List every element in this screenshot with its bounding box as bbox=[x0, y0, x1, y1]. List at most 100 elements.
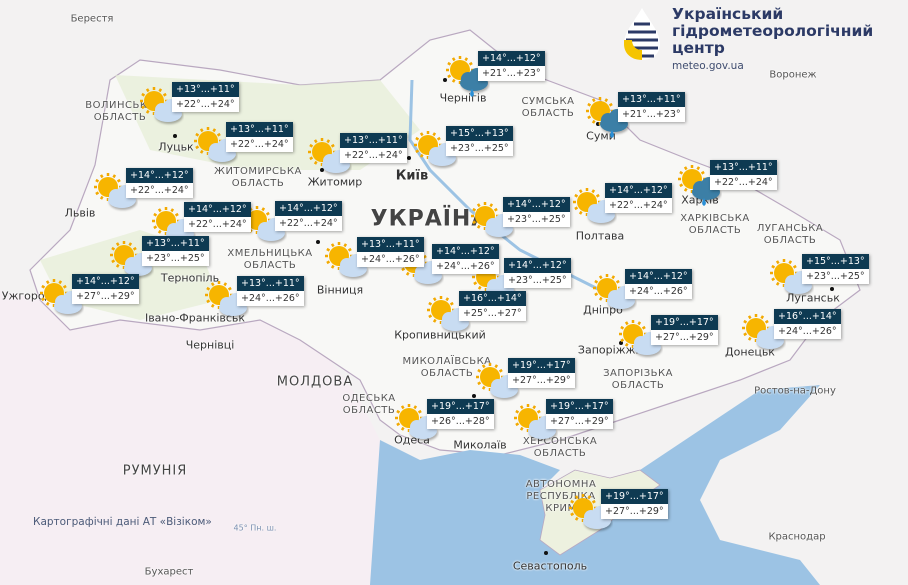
night-temperature: +14°...+12° bbox=[504, 258, 571, 273]
night-temperature: +13°...+11° bbox=[710, 160, 777, 175]
night-temperature: +15°...+13° bbox=[446, 126, 513, 141]
city-marker bbox=[472, 394, 476, 398]
night-temperature: +19°...+17° bbox=[546, 399, 613, 414]
night-temperature: +16°...+14° bbox=[774, 309, 841, 324]
sun-cloud-icon bbox=[425, 295, 471, 339]
place-label: ОДЕСЬКА ОБЛАСТЬ bbox=[342, 393, 396, 416]
raindrop-icon bbox=[470, 89, 474, 97]
place-label: Ужгород bbox=[1, 289, 53, 303]
night-temperature: +14°...+12° bbox=[432, 244, 499, 259]
place-label: ХАРКІВСЬКА ОБЛАСТЬ bbox=[680, 213, 750, 236]
night-temperature: +19°...+17° bbox=[651, 315, 718, 330]
day-temperature: +22°...+24° bbox=[172, 97, 239, 112]
night-temperature: +14°...+12° bbox=[503, 197, 570, 212]
place-label: МИКОЛАЇВСЬКА ОБЛАСТЬ bbox=[402, 356, 492, 379]
night-temperature: +19°...+17° bbox=[601, 489, 668, 504]
day-temperature: +25°...+27° bbox=[459, 306, 526, 321]
forecast-label: +19°...+17° +27°...+29° bbox=[651, 315, 718, 345]
day-temperature: +27°...+29° bbox=[508, 373, 575, 388]
city-marker bbox=[316, 240, 320, 244]
forecast-label: +19°...+17° +26°...+28° bbox=[427, 399, 494, 429]
map-credit: Картографічні дані АТ «Візіком» bbox=[33, 516, 212, 528]
place-label: Полтава bbox=[575, 229, 625, 243]
night-temperature: +13°...+11° bbox=[172, 82, 239, 97]
place-label: ЗАПОРІЗЬКА ОБЛАСТЬ bbox=[603, 368, 673, 391]
forecast-label: +13°...+11° +22°...+24° bbox=[172, 82, 239, 112]
org-name-line-3: центр bbox=[672, 39, 725, 57]
org-name-line-2: гідрометеорологічний bbox=[672, 22, 874, 40]
place-label: Ростов-на-Дону bbox=[754, 385, 836, 397]
forecast-label: +19°...+17° +27°...+29° bbox=[546, 399, 613, 429]
ukrhydrometcenter-logo[interactable]: Український гідрометеорологічний центр m… bbox=[620, 6, 908, 72]
day-temperature: +22°...+24° bbox=[710, 175, 777, 190]
night-temperature: +13°...+11° bbox=[226, 122, 293, 137]
city-marker bbox=[830, 287, 834, 291]
day-temperature: +23°...+25° bbox=[446, 141, 513, 156]
black-sea bbox=[370, 385, 820, 585]
forecast-label: +14°...+12° +22°...+24° bbox=[184, 202, 251, 232]
place-label: МОЛДОВА bbox=[276, 374, 354, 390]
city-marker bbox=[407, 156, 411, 160]
place-label: Миколаїв bbox=[453, 438, 507, 452]
place-label: 45° Пн. ш. bbox=[233, 523, 277, 533]
night-temperature: +14°...+12° bbox=[478, 51, 545, 66]
day-temperature: +26°...+28° bbox=[427, 414, 494, 429]
day-temperature: +27°...+29° bbox=[546, 414, 613, 429]
day-temperature: +24°...+26° bbox=[357, 252, 424, 267]
day-temperature: +22°...+24° bbox=[226, 137, 293, 152]
place-label: Луцьк bbox=[158, 140, 194, 154]
place-label: Кропивницький bbox=[394, 328, 486, 342]
forecast-label: +13°...+11° +22°...+24° bbox=[710, 160, 777, 190]
city-marker bbox=[443, 78, 447, 82]
day-temperature: +27°...+29° bbox=[72, 289, 139, 304]
forecast-label: +13°...+11° +22°...+24° bbox=[226, 122, 293, 152]
night-temperature: +13°...+11° bbox=[142, 236, 209, 251]
forecast-label: +15°...+13° +23°...+25° bbox=[802, 254, 869, 284]
city-marker bbox=[320, 168, 324, 172]
place-label: ХЕРСОНСЬКА ОБЛАСТЬ bbox=[522, 436, 598, 459]
place-label: СУМСЬКА ОБЛАСТЬ bbox=[521, 96, 575, 119]
logo-drop-icon bbox=[624, 8, 660, 60]
night-temperature: +15°...+13° bbox=[802, 254, 869, 269]
night-temperature: +13°...+11° bbox=[237, 276, 304, 291]
day-temperature: +22°...+24° bbox=[340, 148, 407, 163]
place-label: Чернігів bbox=[439, 91, 487, 105]
place-label: Чернівці bbox=[185, 338, 235, 352]
place-label: Бухарест bbox=[144, 566, 194, 578]
day-temperature: +22°...+24° bbox=[605, 198, 672, 213]
night-temperature: +13°...+11° bbox=[357, 237, 424, 252]
place-label: Севастополь bbox=[512, 559, 588, 573]
forecast-label: +19°...+17° +27°...+29° bbox=[601, 489, 668, 519]
website-link[interactable]: meteo.gov.ua bbox=[672, 60, 744, 72]
place-label: ЛУГАНСЬКА ОБЛАСТЬ bbox=[756, 223, 824, 246]
city-marker bbox=[596, 122, 600, 126]
forecast-label: +13°...+11° +22°...+24° bbox=[340, 133, 407, 163]
city-marker bbox=[619, 341, 623, 345]
day-temperature: +23°...+25° bbox=[142, 251, 209, 266]
place-label: Київ bbox=[395, 168, 429, 184]
forecast-label: +14°...+12° +22°...+24° bbox=[605, 183, 672, 213]
day-temperature: +22°...+24° bbox=[184, 217, 251, 232]
forecast-label: +16°...+14° +25°...+27° bbox=[459, 291, 526, 321]
place-label: Вінниця bbox=[316, 283, 364, 297]
forecast-label: +19°...+17° +27°...+29° bbox=[508, 358, 575, 388]
place-label: Суми bbox=[586, 129, 616, 143]
city-marker bbox=[173, 134, 177, 138]
day-temperature: +27°...+29° bbox=[601, 504, 668, 519]
day-temperature: +21°...+23° bbox=[618, 107, 685, 122]
sun-cloud-icon bbox=[591, 273, 637, 317]
day-temperature: +24°...+26° bbox=[625, 284, 692, 299]
raindrop-icon bbox=[610, 130, 614, 138]
city-marker bbox=[544, 551, 548, 555]
forecast-label: +14°...+12° +24°...+26° bbox=[432, 244, 499, 274]
day-temperature: +27°...+29° bbox=[651, 330, 718, 345]
place-label: Львів bbox=[64, 206, 96, 220]
forecast-label: +14°...+12° +24°...+26° bbox=[625, 269, 692, 299]
place-label: Донецьк bbox=[725, 345, 775, 359]
day-temperature: +23°...+25° bbox=[802, 269, 869, 284]
day-temperature: +23°...+25° bbox=[504, 273, 571, 288]
cloud-icon bbox=[485, 214, 513, 237]
place-label: РУМУНІЯ bbox=[122, 463, 188, 479]
org-name: Український гідрометеорологічний центр bbox=[672, 6, 873, 57]
forecast-label: +14°...+12° +22°...+24° bbox=[275, 201, 342, 231]
